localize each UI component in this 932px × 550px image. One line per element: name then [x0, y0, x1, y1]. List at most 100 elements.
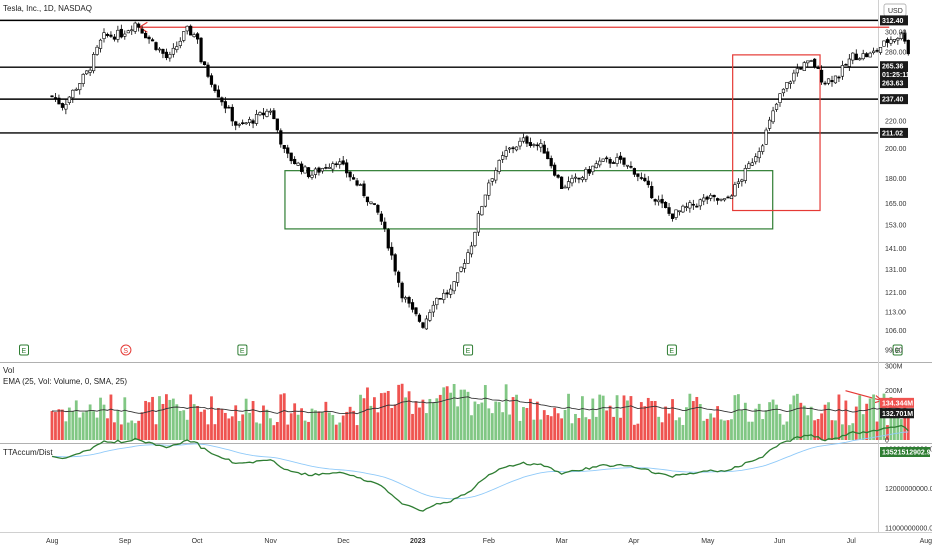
- volume-bar-139[interactable]: [532, 419, 536, 440]
- candle-221[interactable]: [816, 65, 820, 69]
- candle-5[interactable]: [67, 96, 71, 105]
- candle-241[interactable]: [885, 37, 890, 48]
- candle-65[interactable]: [275, 118, 279, 134]
- accum-pane[interactable]: [0, 444, 878, 532]
- candle-232[interactable]: [854, 49, 858, 61]
- volume-bar-104[interactable]: [411, 413, 414, 440]
- candle-106[interactable]: [417, 313, 422, 323]
- volume-bar-126[interactable]: [487, 408, 491, 440]
- candle-156[interactable]: [591, 165, 595, 176]
- candle-172[interactable]: [646, 176, 650, 188]
- volume-bar-176[interactable]: [660, 422, 664, 440]
- candle-26[interactable]: [140, 25, 144, 34]
- candle-177[interactable]: [663, 201, 668, 209]
- candle-10[interactable]: [85, 70, 89, 75]
- candle-72[interactable]: [299, 161, 304, 175]
- candle-119[interactable]: [462, 259, 467, 273]
- candle-42[interactable]: [196, 32, 200, 44]
- candle-205[interactable]: [761, 143, 765, 155]
- volume-bar-167[interactable]: [629, 396, 633, 440]
- candle-47[interactable]: [213, 83, 217, 93]
- candle-207[interactable]: [767, 116, 772, 131]
- candle-2[interactable]: [57, 94, 61, 105]
- candle-66[interactable]: [279, 128, 283, 148]
- volume-bar-91[interactable]: [366, 387, 369, 440]
- candle-168[interactable]: [632, 167, 636, 178]
- volume-bar-4[interactable]: [64, 421, 68, 440]
- candle-23[interactable]: [130, 25, 134, 35]
- candle-188[interactable]: [702, 193, 706, 206]
- volume-bar-232[interactable]: [854, 406, 858, 440]
- candle-134[interactable]: [514, 146, 519, 152]
- candle-135[interactable]: [518, 137, 522, 150]
- candle-225[interactable]: [830, 75, 834, 87]
- candle-194[interactable]: [722, 198, 727, 202]
- volume-bar-17[interactable]: [109, 394, 113, 440]
- volume-bar-242[interactable]: [889, 396, 893, 440]
- volume-bar-46[interactable]: [210, 396, 213, 440]
- candle-242[interactable]: [889, 36, 893, 46]
- candle-152[interactable]: [577, 177, 581, 184]
- volume-bar-59[interactable]: [255, 422, 258, 440]
- candle-67[interactable]: [282, 145, 286, 153]
- volume-bar-141[interactable]: [539, 419, 543, 440]
- candle-153[interactable]: [580, 175, 584, 183]
- volume-bar-214[interactable]: [792, 395, 796, 440]
- volume-bar-179[interactable]: [671, 399, 674, 440]
- candle-210[interactable]: [778, 93, 782, 107]
- candle-123[interactable]: [476, 210, 481, 237]
- volume-bar-132[interactable]: [508, 414, 511, 440]
- volume-bar-44[interactable]: [203, 409, 206, 440]
- volume-bar-82[interactable]: [334, 424, 338, 440]
- candle-239[interactable]: [878, 47, 883, 55]
- candle-64[interactable]: [272, 108, 276, 120]
- candle-220[interactable]: [813, 58, 817, 69]
- volume-bar-78[interactable]: [321, 411, 324, 440]
- volume-bar-73[interactable]: [303, 420, 307, 440]
- volume-bar-246[interactable]: [903, 405, 907, 440]
- price-tag-5[interactable]: 211.02: [880, 127, 908, 138]
- volume-bar-138[interactable]: [529, 398, 532, 440]
- volume-bar-130[interactable]: [501, 412, 505, 440]
- volume-bar-40[interactable]: [189, 394, 193, 440]
- volume-bar-97[interactable]: [386, 391, 390, 440]
- candle-76[interactable]: [313, 167, 318, 179]
- candle-167[interactable]: [629, 161, 633, 169]
- volume-bar-10[interactable]: [85, 410, 89, 440]
- candle-138[interactable]: [528, 137, 532, 148]
- candle-18[interactable]: [112, 33, 116, 42]
- volume-bar-49[interactable]: [220, 409, 224, 440]
- candle-146[interactable]: [556, 173, 560, 179]
- candle-215[interactable]: [795, 63, 799, 77]
- candle-193[interactable]: [719, 198, 723, 202]
- candle-214[interactable]: [792, 69, 796, 84]
- volume-bar-204[interactable]: [757, 403, 761, 440]
- volume-bar-134[interactable]: [515, 394, 518, 440]
- volume-bar-90[interactable]: [362, 398, 366, 440]
- candle-145[interactable]: [553, 162, 557, 177]
- candle-12[interactable]: [92, 52, 96, 74]
- volume-bar-165[interactable]: [622, 395, 626, 440]
- candle-202[interactable]: [750, 158, 754, 167]
- volume-bar-169[interactable]: [636, 423, 640, 440]
- volume-bar-193[interactable]: [719, 419, 723, 440]
- volume-bar-12[interactable]: [92, 411, 95, 440]
- volume-bar-71[interactable]: [296, 414, 300, 440]
- volume-bar-208[interactable]: [771, 399, 775, 440]
- volume-ema-line[interactable]: [51, 396, 909, 415]
- volume-bar-80[interactable]: [327, 412, 331, 440]
- candle-49[interactable]: [220, 96, 224, 106]
- candle-216[interactable]: [799, 66, 803, 70]
- candle-199[interactable]: [740, 178, 744, 187]
- volume-bar-184[interactable]: [688, 393, 692, 440]
- candle-28[interactable]: [147, 35, 151, 44]
- volume-bar-196[interactable]: [730, 419, 733, 440]
- volume-bar-206[interactable]: [764, 410, 768, 440]
- volume-bar-156[interactable]: [591, 398, 595, 440]
- candle-234[interactable]: [861, 49, 865, 61]
- volume-bar-16[interactable]: [106, 418, 109, 440]
- volume-bar-20[interactable]: [119, 424, 123, 440]
- candle-235[interactable]: [865, 52, 869, 58]
- volume-bar-229[interactable]: [844, 400, 848, 440]
- volume-bar-199[interactable]: [740, 410, 744, 440]
